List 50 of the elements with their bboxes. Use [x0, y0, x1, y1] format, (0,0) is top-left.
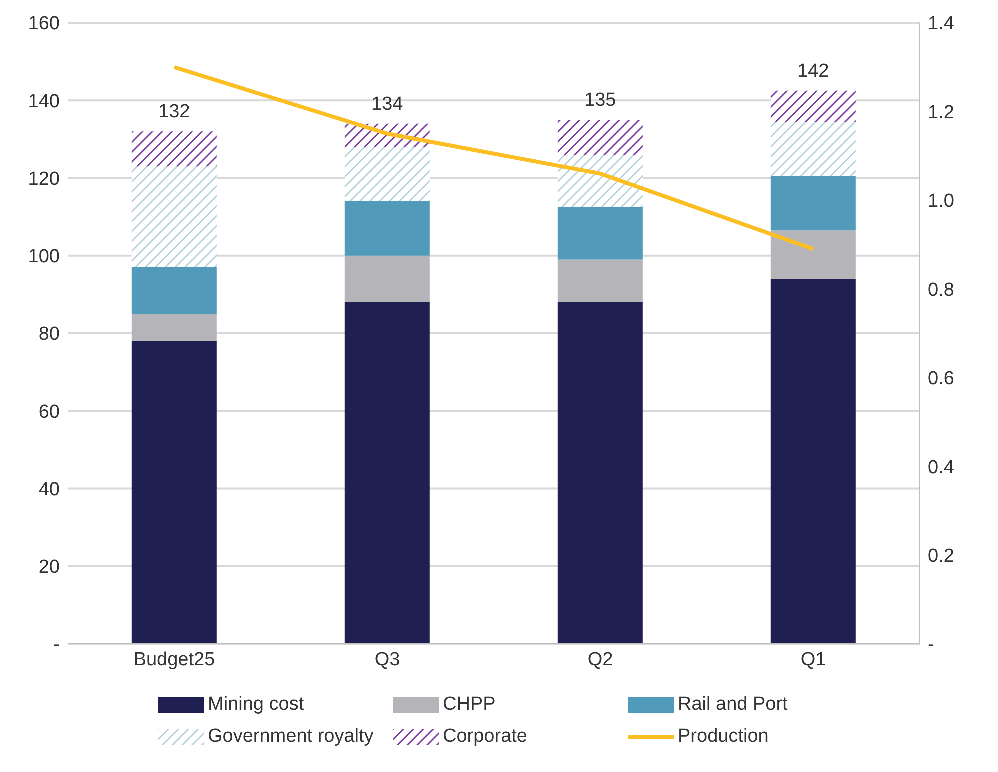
bar [558, 207, 643, 260]
y-tick-label: 40 [38, 479, 60, 500]
bar [132, 268, 217, 314]
total-label: 142 [798, 60, 830, 82]
x-tick-label: Q3 [374, 649, 400, 670]
bar [770, 176, 856, 231]
total-label: 134 [372, 94, 404, 115]
x-tick-label: Budget25 [134, 649, 216, 670]
y-tick-label: 20 [38, 557, 60, 578]
bar [344, 147, 430, 202]
bar [132, 166, 217, 268]
y2-tick-label: 0.4 [928, 457, 955, 478]
legend-label: Rail and Port [678, 694, 788, 716]
x-tick-label: Q2 [588, 649, 614, 670]
total-label: 135 [584, 90, 616, 112]
y2-tick-label: 0.6 [928, 368, 954, 390]
bar [770, 279, 856, 644]
y2-tick-label: - [928, 634, 934, 656]
bar [344, 256, 430, 302]
y-tick-label: - [54, 634, 60, 656]
x-tick-label: Q1 [800, 649, 826, 670]
bar [132, 314, 217, 342]
y2-tick-label: 1.0 [928, 191, 954, 212]
legend-label: Mining cost [208, 694, 304, 716]
y-tick-label: 80 [38, 324, 60, 346]
bar [558, 154, 643, 208]
legend-label: Government royalty [208, 726, 374, 748]
legend-label: CHPP [443, 694, 496, 716]
bar [344, 202, 430, 256]
total-label: 132 [158, 102, 190, 123]
legend-label: Corporate [443, 726, 528, 748]
bar [132, 132, 217, 167]
legend-label: Production [678, 726, 769, 748]
y2-tick-label: 1.4 [928, 14, 955, 35]
y-tick-label: 120 [28, 168, 60, 190]
y-tick-label: 160 [28, 14, 60, 35]
bar [770, 90, 856, 122]
y-tick-label: 60 [38, 402, 60, 423]
bar [558, 260, 643, 302]
bar [558, 120, 643, 155]
bar [770, 122, 856, 176]
bar [132, 341, 217, 644]
y2-tick-label: 0.8 [928, 280, 954, 301]
y2-tick-label: 1.2 [928, 102, 954, 124]
y-tick-label: 140 [28, 91, 60, 112]
bar [344, 302, 430, 644]
bar [558, 302, 643, 644]
y-tick-label: 100 [28, 246, 60, 268]
bar [770, 230, 856, 280]
y2-tick-label: 0.2 [928, 546, 954, 568]
